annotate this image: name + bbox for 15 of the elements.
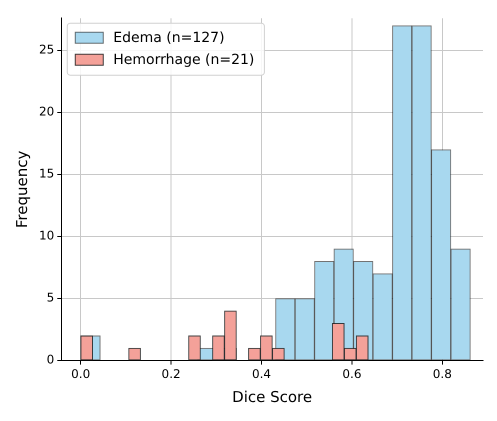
legend-label: Edema (n=127) xyxy=(113,30,225,46)
y-tick-label: 5 xyxy=(46,290,54,305)
y-tick-label: 20 xyxy=(38,104,54,119)
y-tick-label: 0 xyxy=(46,352,54,367)
x-tick-label: 0.8 xyxy=(432,366,452,381)
y-tick-label: 15 xyxy=(38,166,54,181)
x-axis-title: Dice Score xyxy=(232,388,312,406)
legend-label: Hemorrhage (n=21) xyxy=(113,52,254,68)
y-axis-title: Frequency xyxy=(12,150,31,228)
y-tick-label: 25 xyxy=(38,42,54,57)
x-tick-label: 0.0 xyxy=(71,366,90,381)
x-tick-label: 0.4 xyxy=(252,366,272,381)
x-tick-label: 0.2 xyxy=(162,366,181,381)
y-tick-label: 10 xyxy=(38,228,54,243)
x-tick-label: 0.6 xyxy=(342,366,362,381)
